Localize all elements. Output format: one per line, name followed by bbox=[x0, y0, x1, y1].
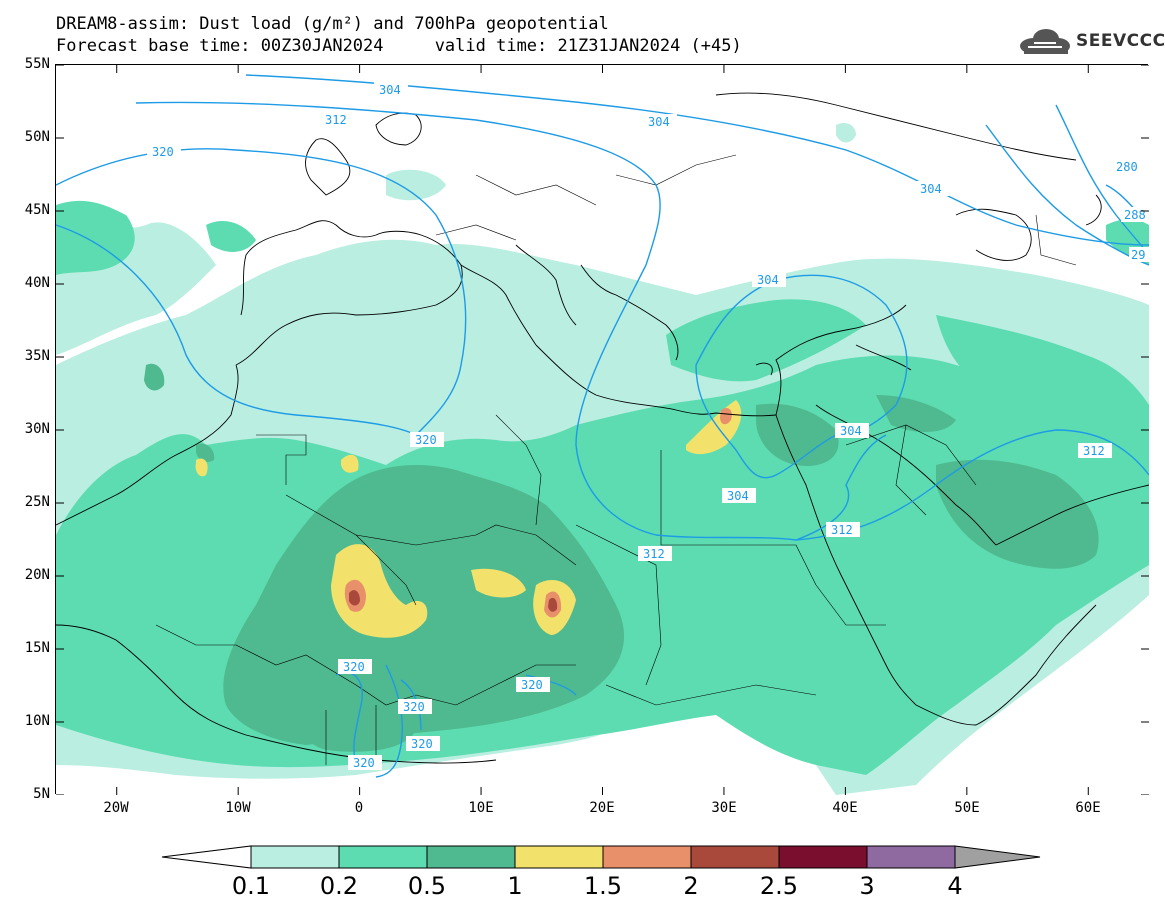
colorbar-label: 4 bbox=[947, 872, 963, 900]
lon-tick-label: 60E bbox=[1075, 800, 1101, 816]
dust-layer-2 bbox=[349, 590, 558, 612]
forecast-time-line: Forecast base time: 00Z30JAN2024 valid t… bbox=[56, 36, 742, 56]
lon-tick-label: 0 bbox=[354, 800, 364, 816]
colorbar-segment-0.2 bbox=[338, 845, 428, 869]
lat-tick-label: 15N bbox=[24, 640, 50, 656]
colorbar-segment-2.5 bbox=[778, 845, 868, 869]
lat-tick-label: 10N bbox=[24, 713, 50, 729]
colorbar-label: 0.2 bbox=[319, 872, 359, 900]
contour-label: 312 bbox=[643, 547, 665, 561]
lon-tick-label: 30E bbox=[711, 800, 737, 816]
cloud-icon bbox=[1020, 29, 1070, 54]
lon-tick-label: 20E bbox=[589, 800, 615, 816]
lat-tick-label: 30N bbox=[24, 421, 50, 437]
lon-tick-label: 10E bbox=[468, 800, 494, 816]
colorbar-label: 0.5 bbox=[407, 872, 447, 900]
contour-label: 312 bbox=[1083, 444, 1105, 458]
colorbar-segment-1 bbox=[514, 845, 604, 869]
map-canvas: 304 312 320 304 304 280 288 29 304 320 3… bbox=[56, 65, 1149, 795]
contour-label: 320 bbox=[521, 678, 543, 692]
lat-tick-label: 55N bbox=[24, 56, 50, 72]
colorbar-segment-1.5 bbox=[602, 845, 692, 869]
colorbar-segment-0.5 bbox=[426, 845, 516, 869]
contour-label: 280 bbox=[1116, 160, 1138, 174]
contour-label: 304 bbox=[648, 115, 670, 129]
geopotential-contours bbox=[56, 74, 1149, 778]
contour-label: 312 bbox=[325, 113, 347, 127]
colorbar bbox=[161, 845, 1041, 869]
colorbar-label: 1.5 bbox=[583, 872, 623, 900]
contour-label-group: 304 312 320 304 304 280 288 29 304 320 3… bbox=[147, 82, 1149, 770]
colorbar-over-triangle bbox=[954, 845, 1041, 869]
contour-label: 320 bbox=[353, 756, 375, 770]
colorbar-segment-2 bbox=[690, 845, 780, 869]
contour-label: 304 bbox=[920, 182, 942, 196]
colorbar-label: 3 bbox=[859, 872, 875, 900]
contour-label: 320 bbox=[411, 737, 433, 751]
lat-tick-label: 35N bbox=[24, 348, 50, 364]
logo-text: SEEVCCC bbox=[1076, 31, 1165, 51]
colorbar-label: 1 bbox=[507, 872, 523, 900]
contour-label: 312 bbox=[831, 523, 853, 537]
coastlines bbox=[56, 92, 1149, 764]
logo: SEEVCCC bbox=[1016, 26, 1165, 56]
lon-tick-label: 10W bbox=[225, 800, 251, 816]
colorbar-label: 2 bbox=[683, 872, 699, 900]
contour-label: 320 bbox=[415, 433, 437, 447]
map-area[interactable]: 304 312 320 304 304 280 288 29 304 320 3… bbox=[55, 64, 1149, 795]
lat-tick-label: 50N bbox=[24, 129, 50, 145]
contour-label: 304 bbox=[840, 424, 862, 438]
colorbar-segment-0.1 bbox=[250, 845, 340, 869]
colorbar-label: 0.1 bbox=[231, 872, 271, 900]
map-title: DREAM8-assim: Dust load (g/m²) and 700hP… bbox=[56, 14, 609, 34]
lon-tick-label: 20W bbox=[103, 800, 129, 816]
contour-label: 320 bbox=[152, 145, 174, 159]
axis-ticks bbox=[56, 65, 1149, 795]
contour-label: 304 bbox=[727, 489, 749, 503]
contour-label: 320 bbox=[343, 660, 365, 674]
contour-label: 320 bbox=[403, 700, 425, 714]
lon-tick-label: 40E bbox=[832, 800, 858, 816]
lat-tick-label: 20N bbox=[24, 567, 50, 583]
contour-label: 304 bbox=[379, 83, 401, 97]
lat-tick-label: 40N bbox=[24, 275, 50, 291]
lat-tick-label: 45N bbox=[24, 202, 50, 218]
lat-tick-label: 5N bbox=[33, 786, 50, 802]
colorbar-under-triangle bbox=[161, 845, 252, 869]
contour-label: 304 bbox=[757, 273, 779, 287]
contour-label: 29 bbox=[1131, 248, 1145, 262]
country-borders bbox=[155, 154, 1077, 770]
colorbar-segment-3 bbox=[866, 845, 956, 869]
lon-tick-label: 50E bbox=[954, 800, 980, 816]
contour-label: 288 bbox=[1124, 208, 1146, 222]
colorbar-label: 2.5 bbox=[759, 872, 799, 900]
lat-tick-label: 25N bbox=[24, 494, 50, 510]
